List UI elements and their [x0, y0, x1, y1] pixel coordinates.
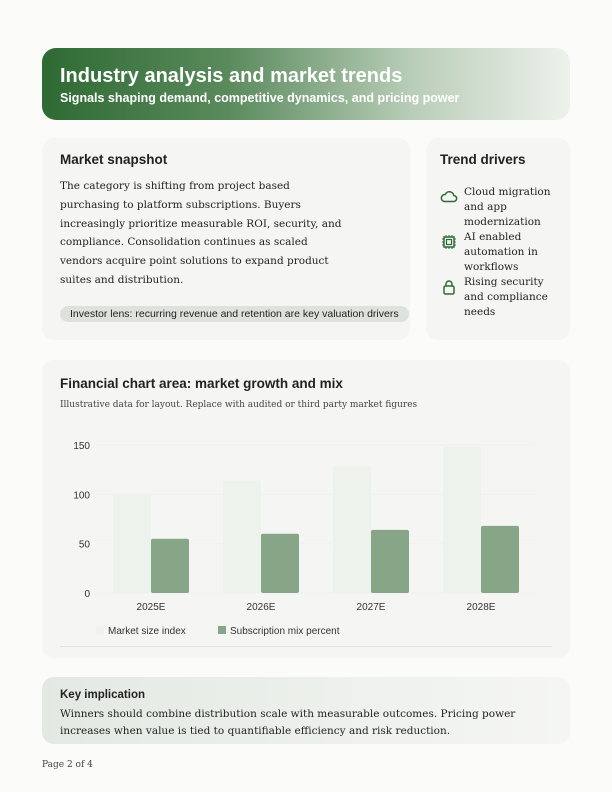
chart-subtitle: Illustrative data for layout. Replace wi…	[60, 400, 418, 410]
bar-market-size	[443, 446, 481, 593]
implication-body: Winners should combine distribution scal…	[60, 708, 516, 737]
chart-title: Financial chart area: market growth and …	[60, 376, 343, 391]
trend-item: AI enabled automation in workflows	[440, 230, 556, 275]
header-banner: Industry analysis and market trends Sign…	[42, 48, 570, 120]
legend-swatch	[218, 626, 226, 634]
bar-subscription-mix	[371, 529, 409, 593]
trend-label: Cloud migration and app modernization	[464, 186, 551, 228]
page-number: Page 2 of 4	[42, 760, 93, 770]
snapshot-body: The category is shifting from project ba…	[60, 180, 342, 286]
trend-item: Rising security and compliance needs	[440, 275, 556, 320]
bar-market-size	[333, 465, 371, 593]
trend-item: Cloud migration and app modernization	[440, 185, 556, 230]
x-tick-label: 2025E	[137, 602, 166, 613]
chip-icon	[442, 235, 456, 249]
x-tick-label: 2027E	[357, 602, 386, 613]
cloud-icon	[440, 190, 458, 203]
page-title: Industry analysis and market trends	[60, 65, 403, 87]
trend-label: AI enabled automation in workflows	[464, 231, 538, 273]
lock-icon	[443, 280, 455, 295]
legend-label: Subscription mix percent	[230, 626, 340, 637]
y-tick-label: 0	[84, 589, 90, 600]
implication-title: Key implication	[60, 689, 145, 701]
bar-market-size	[223, 480, 261, 593]
bar-subscription-mix	[261, 533, 299, 593]
trend-label: Rising security and compliance needs	[464, 276, 548, 318]
page-subtitle: Signals shaping demand, competitive dyna…	[60, 91, 460, 105]
x-tick-label: 2026E	[247, 602, 276, 613]
y-tick-label: 50	[79, 540, 91, 551]
market-snapshot-card: Market snapshot The category is shifting…	[42, 138, 410, 340]
snapshot-title: Market snapshot	[60, 152, 168, 167]
bar-subscription-mix	[481, 525, 519, 593]
x-tick-label: 2028E	[467, 602, 496, 613]
trends-title: Trend drivers	[440, 152, 526, 167]
legend-label: Market size index	[108, 626, 186, 637]
y-tick-label: 100	[73, 490, 90, 501]
bar-market-size	[113, 494, 151, 593]
legend-swatch	[96, 626, 104, 634]
y-tick-label: 150	[73, 441, 90, 452]
investor-lens-badge: Investor lens: recurring revenue and ret…	[60, 306, 409, 322]
key-implication-card: Key implication Winners should combine d…	[42, 677, 570, 744]
bar-subscription-mix	[151, 538, 189, 593]
trend-drivers-card: Trend drivers Cloud migration and app mo…	[426, 138, 570, 340]
